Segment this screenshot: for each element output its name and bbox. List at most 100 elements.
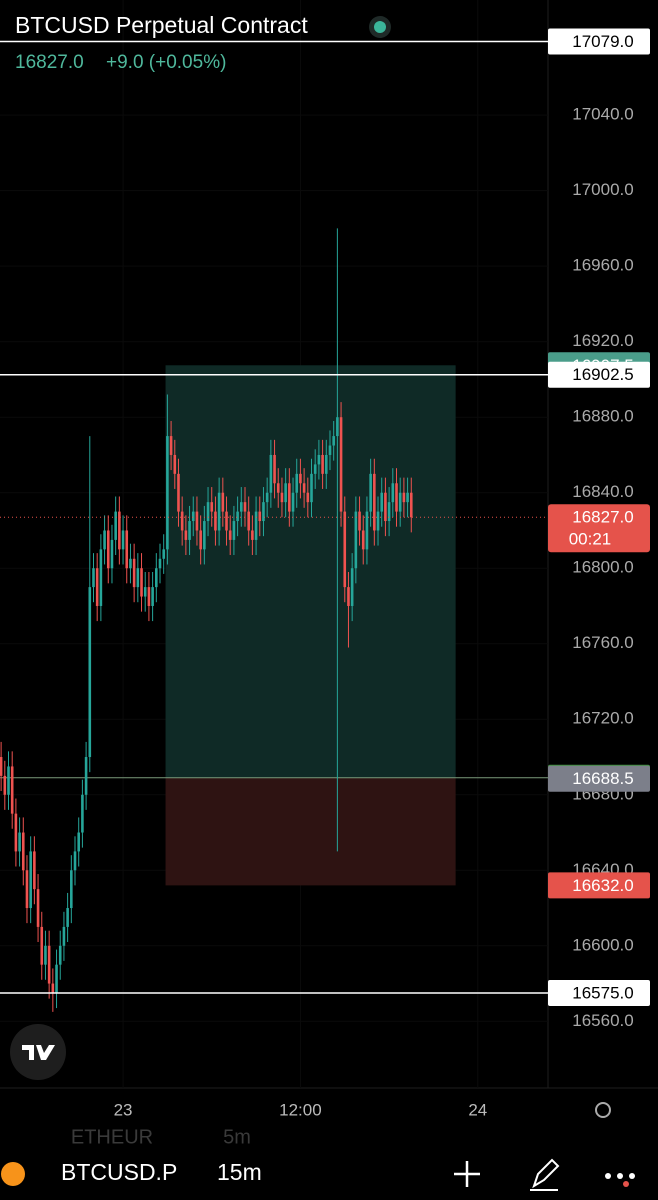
y-tick-label: 16760.0 [572, 633, 633, 652]
candle-body [47, 945, 51, 984]
candle-body [328, 445, 332, 455]
candle-body [350, 568, 354, 606]
candle-body [110, 539, 114, 569]
menu-dot [629, 1173, 635, 1179]
countdown: 00:21 [569, 530, 612, 549]
candle-body [276, 483, 280, 493]
candle-body [136, 568, 140, 588]
candle-body [321, 454, 324, 474]
candle-body [288, 483, 291, 512]
candle-body [243, 502, 247, 512]
add-icon[interactable] [454, 1161, 480, 1187]
candle-body [18, 832, 21, 852]
candle-body [324, 454, 328, 474]
candle-body [247, 511, 250, 531]
candle-body [295, 473, 299, 493]
candle-body [214, 511, 217, 531]
y-tick-label: 16840.0 [572, 482, 633, 501]
candle-body [88, 587, 92, 758]
candle-body [173, 454, 177, 474]
candle-body [188, 521, 191, 540]
price-tag [548, 361, 650, 388]
x-tick-label: 23 [114, 1100, 133, 1119]
candle-body [81, 794, 84, 833]
title: BTCUSD Perpetual Contract [15, 12, 308, 38]
candle-body [14, 813, 18, 852]
y-tick-label: 16800.0 [572, 558, 633, 577]
candle-body [66, 908, 69, 927]
notification-dot [623, 1181, 629, 1187]
candle-body [73, 851, 77, 871]
candle-body [95, 568, 99, 606]
candle-body [191, 511, 195, 522]
candle-body [313, 464, 317, 474]
y-tick-label: 16920.0 [572, 331, 633, 350]
candle-body [409, 492, 413, 518]
candle-body [0, 757, 3, 776]
candle-body [155, 568, 158, 588]
price-change: +9.0 (+0.05%) [106, 52, 226, 73]
candle-body [347, 587, 350, 606]
candle-body [147, 587, 151, 606]
y-tick-label: 16960.0 [572, 256, 633, 275]
settings-icon[interactable] [595, 1102, 611, 1118]
candle-body [25, 870, 29, 909]
candle-body [332, 436, 335, 446]
candle-body [395, 483, 398, 512]
candle-body [391, 483, 395, 503]
candle-body [336, 417, 339, 437]
candle-body [269, 454, 273, 493]
symbol[interactable]: BTCUSD.P [61, 1159, 177, 1185]
candle-body [118, 511, 121, 550]
logo-bg[interactable] [10, 1024, 66, 1080]
candle-body [365, 511, 369, 550]
draw-icon[interactable] [530, 1158, 560, 1191]
candle-body [143, 587, 147, 597]
y-tick-label: 16720.0 [572, 709, 633, 728]
y-tick-label: 16600.0 [572, 935, 633, 954]
candle-body [387, 502, 391, 522]
candle-body [7, 766, 10, 795]
candle-body [166, 436, 169, 550]
candle-body [129, 558, 132, 569]
candle-body [210, 502, 214, 512]
candle-body [29, 851, 32, 909]
candle-body [402, 492, 406, 503]
candle-body [206, 502, 210, 522]
ghost-symbol: ETHEUR [71, 1126, 153, 1148]
candle-body [369, 473, 372, 512]
x-tick-label: 12:00 [279, 1100, 322, 1119]
coin-icon [1, 1162, 25, 1186]
candle-body [380, 492, 384, 512]
y-tick-label: 17040.0 [572, 105, 633, 124]
menu-dot [617, 1173, 623, 1179]
candle-body [180, 511, 184, 531]
candle-body [92, 568, 95, 588]
candle-body [262, 502, 265, 522]
candle-body [140, 568, 143, 597]
candle-body [36, 889, 40, 927]
menu-dot[interactable] [605, 1173, 611, 1179]
interval[interactable]: 15m [217, 1159, 262, 1185]
price-tag-label: 16827.0 [572, 508, 633, 527]
price-tag [548, 504, 650, 553]
candle-body [55, 964, 58, 993]
price-tag [548, 872, 650, 899]
candle-body [51, 983, 55, 993]
candle-body [317, 454, 321, 465]
candle-body [284, 483, 287, 503]
candle-body [384, 492, 387, 522]
loss-zone [165, 777, 456, 886]
candle-body [3, 775, 7, 795]
candle-body [221, 492, 225, 512]
last-price: 16827.0 [15, 52, 84, 73]
candle-body [106, 530, 110, 569]
price-tag [548, 28, 650, 55]
candle-body [254, 511, 258, 540]
candle-body [361, 530, 365, 550]
candle-body [184, 530, 188, 540]
candle-body [239, 502, 243, 512]
profit-zone [165, 365, 456, 778]
price-tag-label: 16632.0 [572, 876, 633, 895]
